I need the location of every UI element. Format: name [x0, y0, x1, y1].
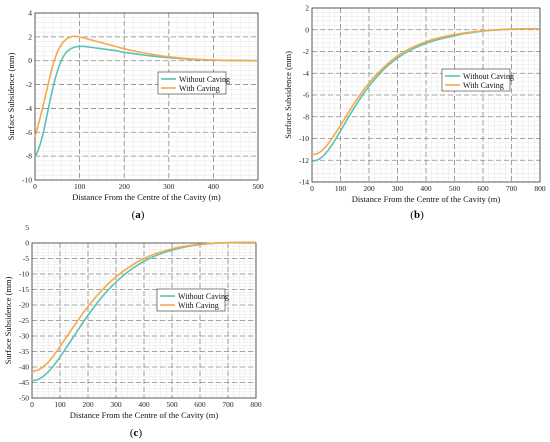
- x-tick-label: 600: [477, 184, 489, 193]
- y-tick-label: 0: [305, 25, 309, 34]
- x-tick-label: 300: [110, 400, 122, 409]
- y-tick-label: -45: [19, 378, 29, 387]
- x-tick-label: 400: [420, 184, 432, 193]
- series-line-with: [31, 241, 257, 373]
- x-tick-label: 700: [222, 400, 234, 409]
- chart-panel-2: 0 100 200 300 400 500 600 700 800 -14 -12 -10 -8 -6 -4…: [283, 4, 546, 222]
- x-tick-label: 500: [449, 184, 461, 193]
- y-tick-label: -12: [299, 156, 309, 165]
- x-axis-label: Distance From the Centre of the Cavity (…: [352, 194, 501, 204]
- chart-panel-3: 0 100 200 300 400 500 600 700 800-50-45-40-35-30…: [3, 223, 262, 439]
- x-tick-label: 100: [54, 400, 66, 409]
- y-axis-label: Surface Subsidence (mm): [283, 51, 293, 139]
- legend-label: With Caving: [179, 84, 220, 93]
- x-axis-label: Distance From the Centre of the Cavity (…: [72, 192, 221, 202]
- x-tick-label: 400: [208, 182, 220, 191]
- x-tick-label: 800: [250, 400, 262, 409]
- series-line-with: [311, 28, 541, 156]
- x-tick-label: 800: [534, 184, 546, 193]
- y-tick-label: -25: [19, 316, 29, 325]
- y-axis-label: Surface Subsidence (mm): [3, 276, 13, 364]
- legend-label: Without Caving: [463, 72, 514, 81]
- x-tick-label: 600: [194, 400, 206, 409]
- x-tick-label: 300: [163, 182, 175, 191]
- y-tick-label: -14: [299, 178, 309, 187]
- y-tick-label: -5: [23, 254, 29, 263]
- y-tick-label: -8: [26, 152, 32, 161]
- legend-label: With Caving: [463, 81, 504, 90]
- y-tick-label: -20: [19, 301, 29, 310]
- y-tick-label: -6: [303, 91, 309, 100]
- x-tick-label: 300: [392, 184, 404, 193]
- y-tick-label: -2: [26, 80, 32, 89]
- y-tick-label: 2: [28, 32, 32, 41]
- y-tick-label: -40: [19, 363, 29, 372]
- plot-frame: [311, 7, 541, 183]
- x-axis-label: Distance From the Centre of the Cavity (…: [70, 410, 219, 420]
- y-tick-label: -2: [303, 47, 309, 56]
- y-tick-label: -10: [22, 176, 32, 185]
- legend-label: With Caving: [178, 301, 219, 310]
- x-tick-label: 700: [506, 184, 518, 193]
- x-tick-label: 500: [252, 182, 264, 191]
- panel-label: (a): [132, 209, 145, 221]
- panel-label: (c): [130, 427, 143, 439]
- series-line-with: [34, 35, 259, 138]
- x-tick-label: 200: [82, 400, 94, 409]
- y-tick-label: 0: [28, 56, 32, 65]
- legend-label: Without Caving: [178, 292, 229, 301]
- y-axis-label: Surface Subsidence (mm): [6, 52, 16, 140]
- y-tick-label: -4: [26, 104, 32, 113]
- x-tick-label: 100: [74, 182, 86, 191]
- x-tick-label: 500: [166, 400, 178, 409]
- x-tick-label: 0: [30, 400, 34, 409]
- y-tick-label: 2: [305, 4, 309, 13]
- y-tick-label: -6: [26, 128, 32, 137]
- x-tick-label: 0: [310, 184, 314, 193]
- x-tick-label: 200: [119, 182, 131, 191]
- series-line-without: [34, 45, 259, 158]
- y-tick-label: -50: [19, 394, 29, 403]
- plot-frame: [31, 242, 257, 399]
- y-tick-label: -8: [303, 112, 309, 121]
- y-tick-label: -10: [19, 270, 29, 279]
- y-tick-label: 4: [28, 9, 32, 18]
- y-tick-label: -10: [299, 134, 309, 143]
- y-tick-label: 5: [25, 223, 29, 232]
- plot-frame: [34, 12, 259, 181]
- y-tick-label: 0: [25, 239, 29, 248]
- legend-label: Without Caving: [179, 75, 230, 84]
- x-tick-label: 0: [33, 182, 37, 191]
- y-tick-label: -30: [19, 332, 29, 341]
- panel-label: (b): [410, 209, 424, 221]
- x-tick-label: 400: [138, 400, 150, 409]
- y-tick-label: -15: [19, 285, 29, 294]
- y-tick-label: -4: [303, 69, 309, 78]
- y-tick-label: -35: [19, 347, 29, 356]
- x-tick-label: 200: [363, 184, 375, 193]
- x-tick-label: 100: [335, 184, 347, 193]
- chart-panel-1: 0 100 200 300 400 500 -10 -8 -6 -4 -2 0 2 4 Distance F…: [6, 9, 264, 222]
